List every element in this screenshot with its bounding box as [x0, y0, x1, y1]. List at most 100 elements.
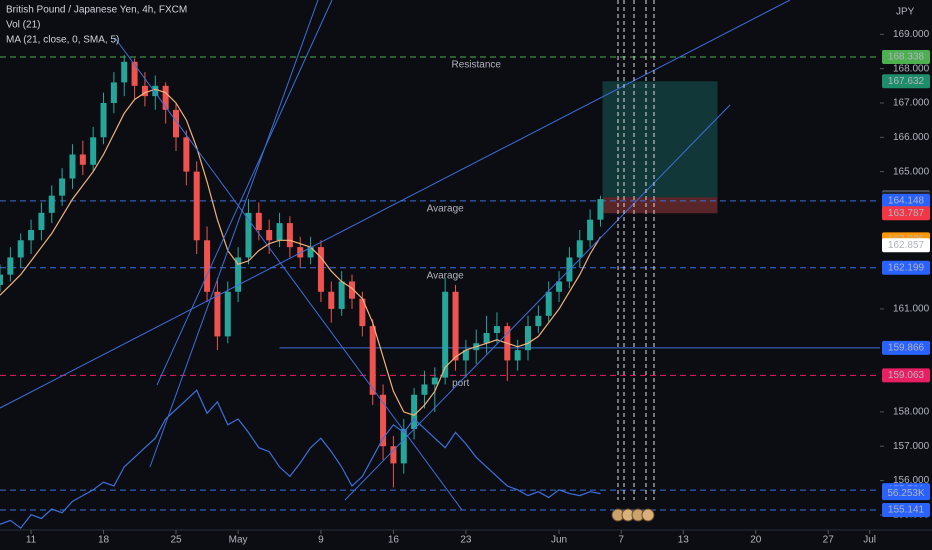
candle-body: [141, 85, 148, 97]
candle-body: [576, 240, 583, 258]
candle-body: [369, 326, 376, 395]
chart-title: British Pound / Japanese Yen, 4h, FXCM: [6, 5, 187, 16]
candle-body: [307, 247, 314, 258]
x-tick-label: 7: [618, 535, 624, 546]
candle-body: [338, 281, 345, 309]
candle-body: [90, 137, 97, 165]
x-tick-label: 9: [318, 535, 324, 546]
level-label: Resistance: [452, 60, 502, 71]
candle-body: [400, 429, 407, 464]
level-label: Avarage: [427, 204, 465, 215]
candle-body: [286, 223, 293, 248]
candle-body: [297, 247, 304, 258]
target-zone: [602, 81, 718, 198]
trend-line: [0, 0, 791, 409]
event-icon[interactable]: [641, 508, 655, 522]
candle-body: [276, 223, 283, 241]
currency: JPY: [896, 7, 915, 18]
candle-body: [0, 274, 3, 285]
price-tag-label: 163.787: [888, 208, 925, 219]
candle-body: [173, 109, 179, 138]
candle-body: [514, 350, 521, 361]
y-tick-label: 169.000: [893, 29, 930, 40]
candle-body: [452, 291, 459, 361]
price-tag-label: 162.199: [888, 262, 925, 273]
x-tick-label: 13: [678, 535, 690, 546]
candle-body: [587, 219, 594, 241]
price-tag: [882, 260, 930, 275]
trend-line: [156, 0, 333, 386]
candle-body: [545, 291, 552, 316]
x-tick-label: 25: [170, 535, 182, 546]
candle-body: [535, 315, 542, 327]
candle-body: [462, 350, 469, 361]
underlay: Resistance Avarage Avarage port: [0, 54, 880, 529]
candle-body: [193, 171, 200, 241]
candle-body: [204, 240, 211, 292]
candle-body: [38, 212, 45, 230]
candle-body: [483, 332, 490, 344]
candle-body: [328, 291, 335, 309]
trend-lines: [0, 0, 791, 511]
x-tick-label: 23: [460, 535, 472, 546]
candle-body: [28, 229, 35, 241]
price-tag-label: 159.866: [888, 343, 925, 354]
price-tag: [882, 50, 930, 65]
x-tick-label: 20: [750, 535, 762, 546]
y-tick-label: 166.000: [893, 132, 930, 143]
y-tick-label: 167.000: [893, 98, 930, 109]
candle-body: [224, 291, 231, 337]
candle-body: [214, 291, 221, 337]
x-tick-label: 16: [388, 535, 400, 546]
candle-body: [597, 199, 604, 220]
candle-body: [255, 212, 262, 230]
candle-body: [100, 102, 107, 138]
candle-body: [317, 247, 324, 292]
price-tag-label: 56.253K: [887, 488, 925, 499]
price-tag-label: 155.141: [888, 505, 925, 516]
price-tag: [882, 368, 930, 383]
x-tick-label: Jul: [863, 535, 876, 546]
candle-body: [390, 446, 397, 464]
y-tick-label: 161.000: [893, 304, 930, 315]
candle-body: [349, 281, 355, 299]
price-tag-label: 162.857: [888, 240, 925, 251]
candle-body: [245, 212, 252, 258]
candle-body: [380, 394, 387, 447]
x-tick-label: 18: [98, 535, 110, 546]
candle-body: [411, 394, 418, 430]
trend-line: [114, 37, 463, 511]
candle-body: [79, 154, 86, 165]
candle-body: [235, 257, 242, 292]
candle-body: [162, 85, 169, 110]
candle-body: [493, 326, 500, 333]
price-tag: [882, 206, 930, 221]
level-label: port: [452, 378, 469, 389]
candle-body: [17, 240, 24, 258]
indicator-label: MA (21, close, 0, SMA, 5): [6, 35, 119, 46]
series-line: [0, 389, 601, 529]
candle-body: [121, 61, 128, 83]
candle-body: [110, 82, 117, 103]
candle-body: [48, 195, 55, 213]
price-tag: [882, 193, 930, 208]
price-tag-label: 164.148: [888, 196, 925, 207]
candle-body: [442, 291, 449, 378]
event-markers: [611, 0, 655, 522]
stop-zone: [602, 197, 718, 214]
level-label: Avarage: [427, 270, 465, 281]
y-tick-label: 165.000: [893, 166, 930, 177]
candle-body: [59, 178, 66, 196]
overlay: 155.000156.000157.000158.000161.000165.0…: [26, 29, 930, 546]
price-tag-label: 167.632: [888, 76, 925, 87]
x-tick-label: May: [229, 535, 248, 546]
y-tick-label: 157.000: [893, 441, 930, 452]
candle-body: [525, 326, 531, 351]
price-tag-label: 159.063: [888, 370, 925, 381]
x-tick-label: Jun: [551, 535, 567, 546]
price-axis: [880, 0, 932, 550]
candle-body: [431, 377, 438, 385]
candle-body: [359, 298, 366, 327]
